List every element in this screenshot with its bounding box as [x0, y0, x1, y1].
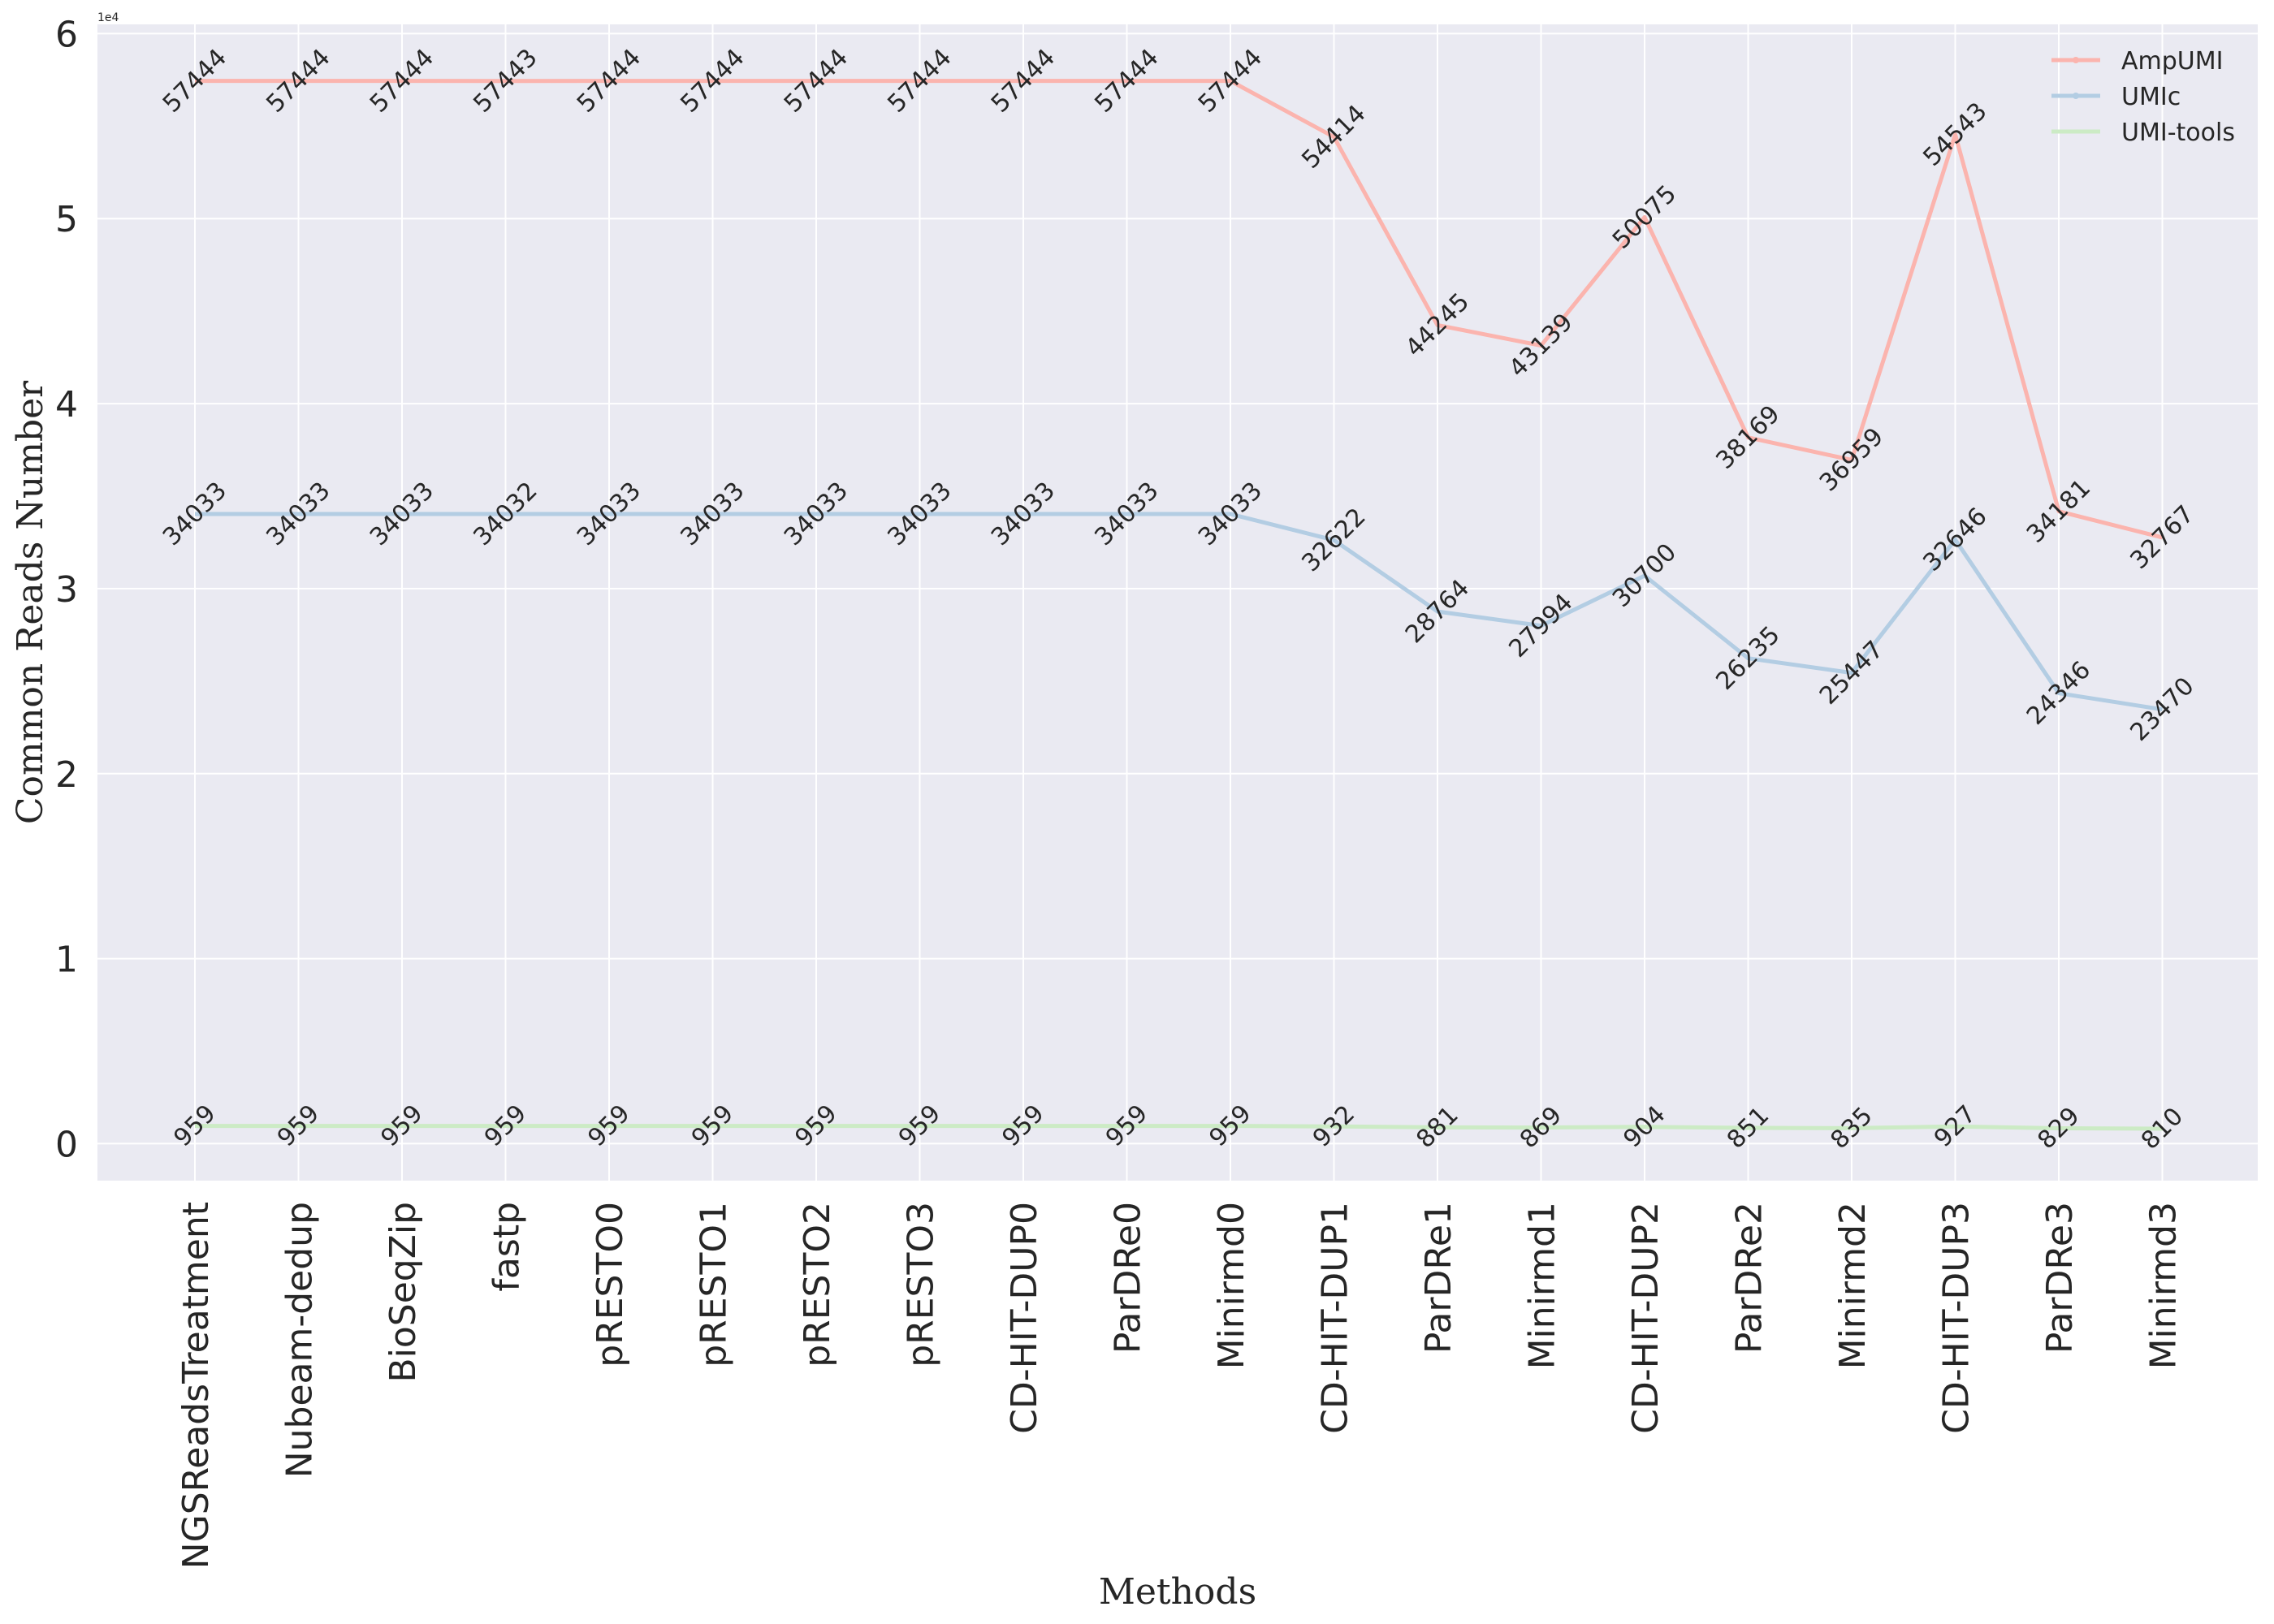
x-tick-label: ParDRe2	[1729, 1202, 1770, 1354]
y-tick-label: 2	[55, 754, 78, 796]
series-line-UMI-tools	[195, 1124, 2163, 1131]
x-tick-label: Nubeam-dedup	[279, 1202, 321, 1478]
x-tick-label: pRESTO3	[901, 1202, 942, 1367]
x-tick-label: BioSeqZip	[383, 1202, 424, 1383]
x-tick-label: ParDRe3	[2039, 1202, 2081, 1354]
y-tick-label: 6	[55, 14, 78, 55]
x-tick-label: Minirmd2	[1832, 1202, 1874, 1369]
x-tick-label: pRESTO1	[694, 1202, 735, 1367]
plot-background	[97, 24, 2258, 1181]
y-tick-label: 5	[55, 199, 78, 240]
x-tick-label: CD-HIT-DUP2	[1625, 1202, 1667, 1434]
x-tick-label: Minirmd1	[1522, 1202, 1563, 1369]
grid-lines	[97, 24, 2258, 1181]
legend-label: UMIc	[2121, 83, 2181, 111]
y-tick-label: 3	[55, 569, 78, 611]
series-line-AmpUMI	[195, 79, 2164, 540]
x-tick-label: fastp	[486, 1202, 528, 1292]
x-tick-label: CD-HIT-DUP0	[1004, 1202, 1045, 1434]
x-tick-label: ParDRe0	[1108, 1202, 1149, 1354]
y-tick-label: 0	[55, 1124, 78, 1165]
legend: AmpUMI UMIc UMI-tools	[2051, 47, 2235, 147]
series-lines	[195, 79, 2164, 1131]
x-tick-label: CD-HIT-DUP3	[1936, 1202, 1978, 1434]
x-tick-label: pRESTO2	[797, 1202, 838, 1367]
x-axis-title: Methods	[1099, 1571, 1256, 1613]
x-tick-label: CD-HIT-DUP1	[1315, 1202, 1356, 1434]
series-line-UMIc	[195, 512, 2163, 712]
legend-marker-AmpUMI	[2073, 57, 2079, 63]
legend-marker-UMIc	[2073, 93, 2079, 99]
y-tick-label: 4	[55, 384, 78, 425]
x-tick-label: pRESTO0	[590, 1202, 631, 1367]
x-tick-label: ParDRe1	[1418, 1202, 1459, 1354]
y-tick-label: 1	[55, 939, 78, 981]
y-axis-title: Common Reads Number	[10, 380, 51, 824]
y-axis-ticks: 0 1 2 3 4 5 6	[55, 14, 78, 1165]
x-axis-ticks: NGSReadsTreatment Nubeam-dedup BioSeqZip fa…	[175, 1202, 2185, 1569]
legend-label: AmpUMI	[2121, 47, 2223, 76]
y-offset-label: 1e4	[97, 11, 119, 24]
legend-label: UMI-tools	[2121, 119, 2235, 147]
x-tick-label: NGSReadsTreatment	[175, 1202, 217, 1569]
x-tick-label: Minirmd3	[2143, 1202, 2185, 1369]
x-tick-label: Minirmd0	[1211, 1202, 1252, 1369]
